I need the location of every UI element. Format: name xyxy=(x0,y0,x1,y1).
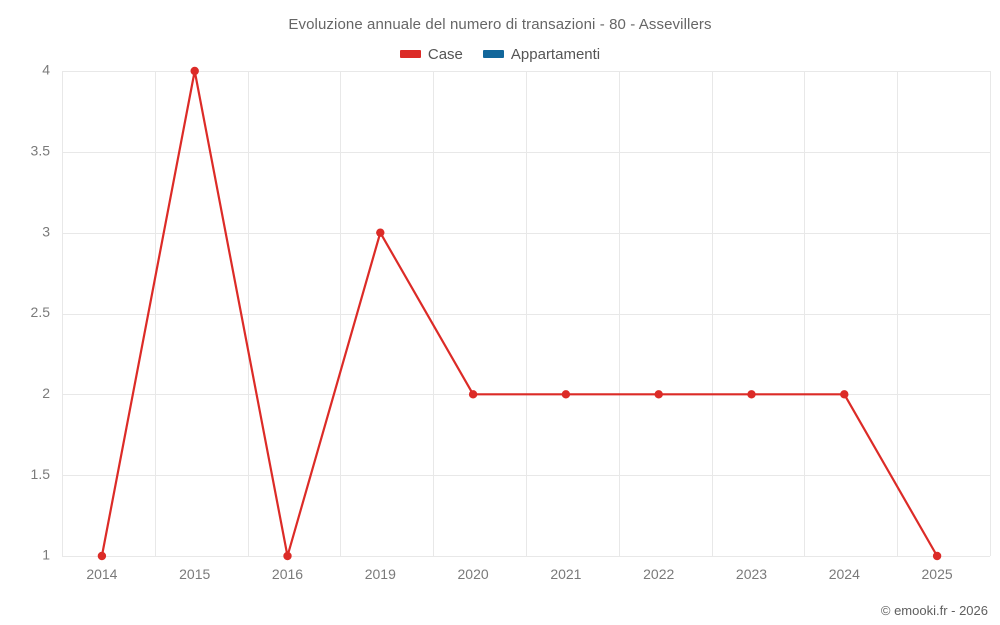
data-point[interactable] xyxy=(561,390,571,399)
x-axis-tick-label: 2016 xyxy=(272,566,303,582)
legend-swatch-appartamenti xyxy=(482,50,504,58)
y-axis-tick-label: 4 xyxy=(42,62,50,78)
chart-legend: Case Appartamenti xyxy=(0,43,1000,65)
x-axis-tick-label: 2015 xyxy=(179,566,210,582)
grid-lines xyxy=(62,71,991,557)
data-point[interactable] xyxy=(747,390,756,399)
data-point[interactable] xyxy=(840,390,849,399)
x-axis-tick-label: 2023 xyxy=(736,566,767,582)
x-axis-tick-label: 2019 xyxy=(365,566,396,582)
legend-item-appartamenti[interactable]: Appartamenti xyxy=(482,45,601,63)
legend-label-appartamenti: Appartamenti xyxy=(510,45,601,63)
legend-swatch-case xyxy=(399,50,421,58)
y-axis-tick-label: 1.5 xyxy=(31,466,51,482)
legend-item-case[interactable]: Case xyxy=(399,45,463,63)
series-case xyxy=(97,66,942,561)
y-axis-tick-label: 2 xyxy=(42,385,50,401)
x-axis-tick-label: 2022 xyxy=(643,566,674,582)
data-point[interactable] xyxy=(97,551,107,561)
data-point[interactable] xyxy=(283,551,292,561)
data-point[interactable] xyxy=(468,390,478,399)
x-axis-tick-label: 2014 xyxy=(86,566,117,582)
data-point[interactable] xyxy=(654,390,663,399)
chart-title: Evoluzione annuale del numero di transaz… xyxy=(288,16,712,33)
x-axis-tick-label: 2020 xyxy=(458,566,489,582)
y-axis-tick-label: 3 xyxy=(42,223,50,239)
y-axis-tick-label: 2.5 xyxy=(31,304,51,320)
series-line xyxy=(100,69,939,558)
x-axis-tick-label: 2024 xyxy=(829,566,860,582)
x-axis-tick-label: 2021 xyxy=(550,566,581,582)
y-axis-tick-label: 1 xyxy=(42,547,50,563)
data-point[interactable] xyxy=(376,228,385,237)
data-point[interactable] xyxy=(932,551,942,561)
copyright-credit: © emooki.fr - 2026 xyxy=(880,603,988,618)
legend-label-case: Case xyxy=(427,45,463,63)
x-axis-tick-label: 2025 xyxy=(922,566,953,582)
data-point[interactable] xyxy=(190,66,199,76)
y-axis-tick-label: 3.5 xyxy=(31,143,51,159)
